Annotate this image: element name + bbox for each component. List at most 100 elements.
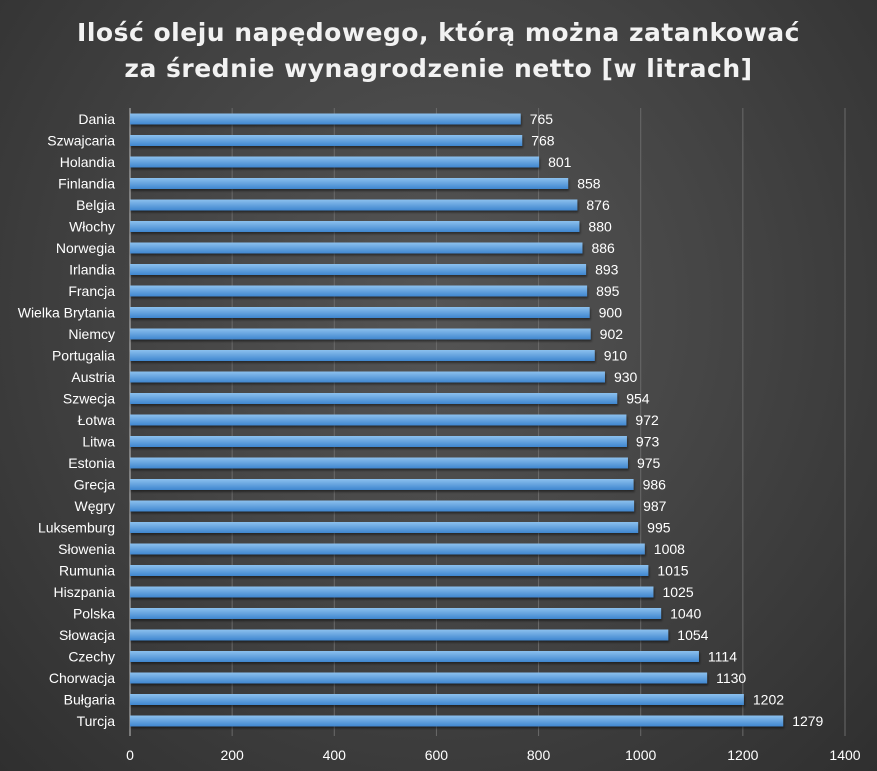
value-labels: 765 768 801 858 876 880 886 893 895 900 902 910 930 9… [530,111,824,729]
bar [130,565,649,576]
data-label: 765 [530,111,554,127]
bar [130,264,587,275]
data-label: 987 [643,498,667,514]
bar [130,113,521,125]
category-label: Chorwacja [49,670,115,686]
category-label: Polska [73,606,115,622]
data-label: 910 [604,348,628,364]
bar [130,156,540,168]
category-label: Finlandia [58,176,115,192]
bar [130,457,628,469]
bar [130,586,654,598]
data-label: 858 [577,176,601,192]
category-label: Turcja [77,713,116,729]
category-label: Węgry [75,498,115,514]
x-tick-label: 600 [425,747,449,763]
data-label: 973 [636,434,660,450]
bar [130,543,645,555]
data-label: 1040 [670,606,701,622]
category-label: Francja [68,283,115,299]
category-label: Norwegia [56,240,115,256]
data-label: 902 [600,326,624,342]
bar [130,522,639,533]
category-label: Litwa [82,434,115,450]
data-label: 1279 [792,713,823,729]
bar [130,715,784,727]
bar [130,350,595,361]
x-tick-label: 1200 [727,747,758,763]
category-label: Szwecja [63,391,115,407]
bar [130,178,569,189]
data-label: 986 [643,477,667,493]
data-label: 880 [588,219,612,235]
data-label: 900 [599,305,623,321]
category-label: Słowenia [58,541,115,557]
data-label: 801 [548,154,572,170]
data-label: 1025 [662,584,693,600]
data-label: 1008 [654,541,685,557]
data-label: 995 [647,520,671,536]
bar [130,307,590,318]
category-label: Hiszpania [54,584,116,600]
x-tick-label: 200 [220,747,244,763]
category-labels: Dania Szwajcaria Holandia Finlandia Belgia Wł… [18,111,115,729]
data-label: 886 [591,240,615,256]
category-label: Bułgaria [64,692,116,708]
category-label: Estonia [68,455,115,471]
bars [130,113,784,727]
category-label: Rumunia [59,563,115,579]
data-label: 954 [626,391,650,407]
bar [130,672,708,684]
data-label: 1054 [677,627,708,643]
bar [130,135,523,146]
category-label: Grecja [74,477,115,493]
category-label: Irlandia [69,262,115,278]
category-label: Holandia [60,154,115,170]
data-label: 893 [595,262,619,278]
bar [130,629,669,641]
category-label: Szwajcaria [47,133,115,149]
x-axis-tick-labels: 0 200 400 600 800 1000 1200 1400 [126,747,861,763]
bar [130,328,591,340]
category-label: Austria [71,369,115,385]
data-label: 975 [637,455,661,471]
category-label: Słowacja [59,627,115,643]
bar [130,393,618,404]
bar [130,199,578,211]
bar [130,651,699,662]
category-label: Luksemburg [38,520,115,536]
data-label: 1130 [716,670,746,686]
bar [130,242,583,254]
bar [130,608,662,619]
bar [130,285,588,297]
x-tick-label: 1400 [829,747,860,763]
category-label: Portugalia [52,348,115,364]
data-label: 1015 [657,563,688,579]
bar [130,500,635,512]
bar [130,371,605,383]
data-label: 1202 [753,692,784,708]
bar [130,694,744,705]
bar [130,414,627,426]
category-label: Belgia [76,197,115,213]
x-tick-label: 400 [323,747,347,763]
data-label: 972 [635,412,659,428]
category-label: Włochy [69,219,115,235]
category-label: Łotwa [78,412,116,428]
category-label: Niemcy [68,326,115,342]
category-label: Czechy [68,649,115,665]
x-tick-label: 800 [527,747,551,763]
x-tick-label: 1000 [625,747,656,763]
data-label: 876 [586,197,610,213]
chart-title-line-2: za średnie wynagrodzenie netto [w litrac… [124,54,753,83]
data-label: 1114 [708,649,737,665]
data-label: 895 [596,283,620,299]
data-label: 930 [614,369,638,385]
bar [130,479,634,490]
category-label: Dania [78,111,115,127]
chart-title-line-1: Ilość oleju napędowego, którą można zata… [77,18,800,47]
bar [130,436,627,447]
x-tick-label: 0 [126,747,134,763]
